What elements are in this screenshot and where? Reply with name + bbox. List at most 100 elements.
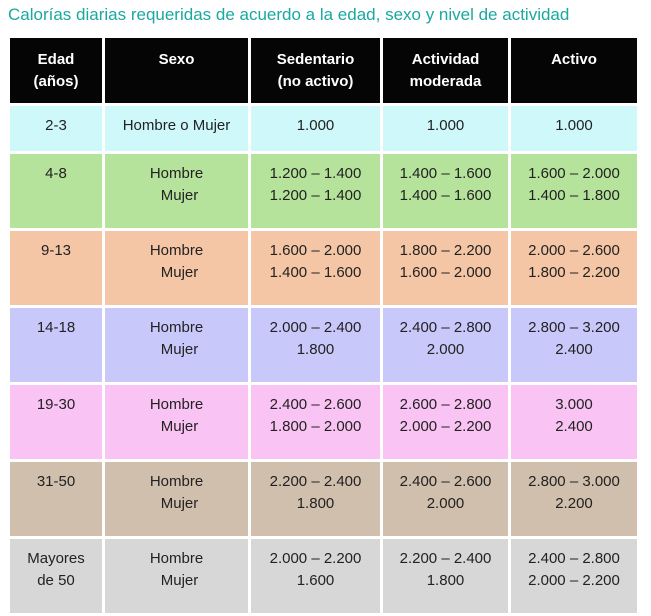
table-row: Mayores de 50 Hombre Mujer 2.000 – 2.200 1.60… bbox=[10, 539, 637, 616]
sedentario-cell-line: 1.400 – 1.600 bbox=[269, 264, 362, 281]
activo-cell-line: 2.400 – 2.800 bbox=[528, 550, 620, 567]
activo-cell: 2.800 – 3.000 2.200 bbox=[511, 462, 637, 539]
edad-cell-line: 9-13 bbox=[40, 242, 72, 259]
sedentario-cell: 2.000 – 2.200 1.600 bbox=[251, 539, 383, 616]
sedentario-cell-line: 1.600 – 2.000 bbox=[269, 242, 362, 259]
edad-cell: 9-13 bbox=[10, 231, 105, 308]
sedentario-cell: 2.200 – 2.400 1.800 bbox=[251, 462, 383, 539]
header-activo-line-1: Activo bbox=[551, 51, 597, 68]
table-row: 31-50 Hombre Mujer 2.200 – 2.400 1.800 2.400 … bbox=[10, 462, 637, 539]
header-sexo-line-1: Sexo bbox=[158, 51, 195, 68]
moderada-cell-line: 1.800 – 2.200 bbox=[399, 242, 492, 259]
table-row: 14-18 Hombre Mujer 2.000 – 2.400 1.800 2.400 … bbox=[10, 308, 637, 385]
activo-cell: 1.000 bbox=[511, 106, 637, 154]
activo-cell-line: 2.200 bbox=[555, 495, 593, 512]
activo-cell-line: 1.600 – 2.000 bbox=[528, 165, 620, 182]
activo-cell-line: 2.800 – 3.000 bbox=[528, 473, 620, 490]
sedentario-cell-line: 2.000 – 2.200 bbox=[269, 550, 362, 567]
sedentario-cell-line: 1.800 bbox=[296, 341, 335, 358]
sedentario-cell-line: 2.200 – 2.400 bbox=[269, 473, 362, 490]
table-row: 2-3 Hombre o Mujer 1.000 1.000 1.000 bbox=[10, 106, 637, 154]
activo-cell: 2.000 – 2.600 1.800 – 2.200 bbox=[511, 231, 637, 308]
sexo-cell-line: Mujer bbox=[160, 264, 199, 281]
sexo-cell-line: Mujer bbox=[160, 495, 199, 512]
moderada-cell-line: 2.200 – 2.400 bbox=[399, 550, 492, 567]
activo-cell-line: 3.000 bbox=[555, 396, 593, 413]
activo-cell-line: 1.000 bbox=[555, 117, 593, 134]
moderada-cell-line: 1.000 bbox=[426, 117, 465, 134]
sedentario-cell: 1.600 – 2.000 1.400 – 1.600 bbox=[251, 231, 383, 308]
moderada-cell-line: 2.000 bbox=[426, 341, 465, 358]
sexo-cell-line: Hombre bbox=[149, 319, 204, 336]
edad-cell-line: Mayores bbox=[27, 550, 85, 567]
moderada-cell-line: 2.600 – 2.800 bbox=[399, 396, 492, 413]
edad-cell: 19-30 bbox=[10, 385, 105, 462]
moderada-cell: 1.400 – 1.600 1.400 – 1.600 bbox=[383, 154, 511, 231]
edad-cell: 14-18 bbox=[10, 308, 105, 385]
activo-cell: 3.000 2.400 bbox=[511, 385, 637, 462]
activo-cell-line: 2.000 – 2.600 bbox=[528, 242, 620, 259]
sexo-cell-line: Hombre bbox=[149, 165, 204, 182]
table-title: Calorías diarias requeridas de acuerdo a… bbox=[8, 5, 570, 24]
moderada-cell-line: 1.600 – 2.000 bbox=[399, 264, 492, 281]
moderada-cell-line: 1.800 bbox=[426, 572, 465, 589]
sedentario-cell: 1.200 – 1.400 1.200 – 1.400 bbox=[251, 154, 383, 231]
edad-cell: 2-3 bbox=[10, 106, 105, 154]
header-sedentario-line-2: (no activo) bbox=[277, 73, 354, 90]
sedentario-cell: 2.400 – 2.600 1.800 – 2.000 bbox=[251, 385, 383, 462]
sedentario-cell-line: 1.800 – 2.000 bbox=[269, 418, 362, 435]
activo-cell-line: 2.800 – 3.200 bbox=[528, 319, 620, 336]
header-edad-line-2: (años) bbox=[33, 73, 79, 90]
sedentario-cell: 2.000 – 2.400 1.800 bbox=[251, 308, 383, 385]
moderada-cell-line: 2.000 bbox=[426, 495, 465, 512]
header-moderada-line-1: Actividad bbox=[411, 51, 480, 68]
sexo-cell: Hombre Mujer bbox=[105, 231, 251, 308]
header-edad: Edad (años) bbox=[10, 38, 105, 106]
table-row: 19-30 Hombre Mujer 2.400 – 2.600 1.800 – 2.0… bbox=[10, 385, 637, 462]
moderada-cell-line: 2.400 – 2.600 bbox=[399, 473, 492, 490]
moderada-cell: 1.000 bbox=[383, 106, 511, 154]
edad-cell-line: 14-18 bbox=[36, 319, 76, 336]
sexo-cell: Hombre Mujer bbox=[105, 385, 251, 462]
edad-cell-line: de 50 bbox=[37, 572, 75, 589]
moderada-cell-line: 1.400 – 1.600 bbox=[399, 187, 492, 204]
sedentario-cell-line: 2.000 – 2.400 bbox=[269, 319, 362, 336]
sexo-cell-line: Hombre bbox=[149, 396, 204, 413]
header-activo: Activo bbox=[511, 38, 637, 106]
sexo-cell-line: Mujer bbox=[160, 187, 199, 204]
activo-cell-line: 1.800 – 2.200 bbox=[528, 264, 620, 281]
sexo-cell-line: Hombre o Mujer bbox=[122, 117, 231, 134]
table-row: 4-8 Hombre Mujer 1.200 – 1.400 1.200 – 1.400… bbox=[10, 154, 637, 231]
header-sedentario: Sedentario (no activo) bbox=[251, 38, 383, 106]
sedentario-cell-line: 1.200 – 1.400 bbox=[269, 165, 362, 182]
sexo-cell-line: Mujer bbox=[160, 341, 199, 358]
sedentario-cell-line: 1.200 – 1.400 bbox=[269, 187, 362, 204]
sexo-cell: Hombre Mujer bbox=[105, 154, 251, 231]
header-sexo: Sexo bbox=[105, 38, 251, 106]
header-moderada-line-2: moderada bbox=[409, 73, 482, 90]
header-sedentario-line-1: Sedentario bbox=[276, 51, 355, 68]
sexo-cell-line: Hombre bbox=[149, 473, 204, 490]
sexo-cell: Hombre Mujer bbox=[105, 462, 251, 539]
header-actividad-moderada: Actividad moderada bbox=[383, 38, 511, 106]
calories-table: Edad (años) Sexo Sedentario (no activo) … bbox=[10, 38, 637, 616]
edad-cell-line: 4-8 bbox=[45, 165, 67, 182]
edad-cell: Mayores de 50 bbox=[10, 539, 105, 616]
table-row: 9-13 Hombre Mujer 1.600 – 2.000 1.400 – 1.60… bbox=[10, 231, 637, 308]
moderada-cell: 2.600 – 2.800 2.000 – 2.200 bbox=[383, 385, 511, 462]
moderada-cell: 2.400 – 2.800 2.000 bbox=[383, 308, 511, 385]
activo-cell: 2.800 – 3.200 2.400 bbox=[511, 308, 637, 385]
moderada-cell-line: 1.400 – 1.600 bbox=[399, 165, 492, 182]
activo-cell-line: 2.400 bbox=[555, 418, 593, 435]
header-edad-line-1: Edad bbox=[37, 51, 75, 68]
activo-cell: 2.400 – 2.800 2.000 – 2.200 bbox=[511, 539, 637, 616]
moderada-cell-line: 2.400 – 2.800 bbox=[399, 319, 492, 336]
activo-cell-line: 1.400 – 1.800 bbox=[528, 187, 620, 204]
sedentario-cell: 1.000 bbox=[251, 106, 383, 154]
sexo-cell-line: Mujer bbox=[160, 418, 199, 435]
moderada-cell: 2.400 – 2.600 2.000 bbox=[383, 462, 511, 539]
activo-cell: 1.600 – 2.000 1.400 – 1.800 bbox=[511, 154, 637, 231]
edad-cell-line: 19-30 bbox=[36, 396, 76, 413]
moderada-cell: 1.800 – 2.200 1.600 – 2.000 bbox=[383, 231, 511, 308]
edad-cell: 4-8 bbox=[10, 154, 105, 231]
